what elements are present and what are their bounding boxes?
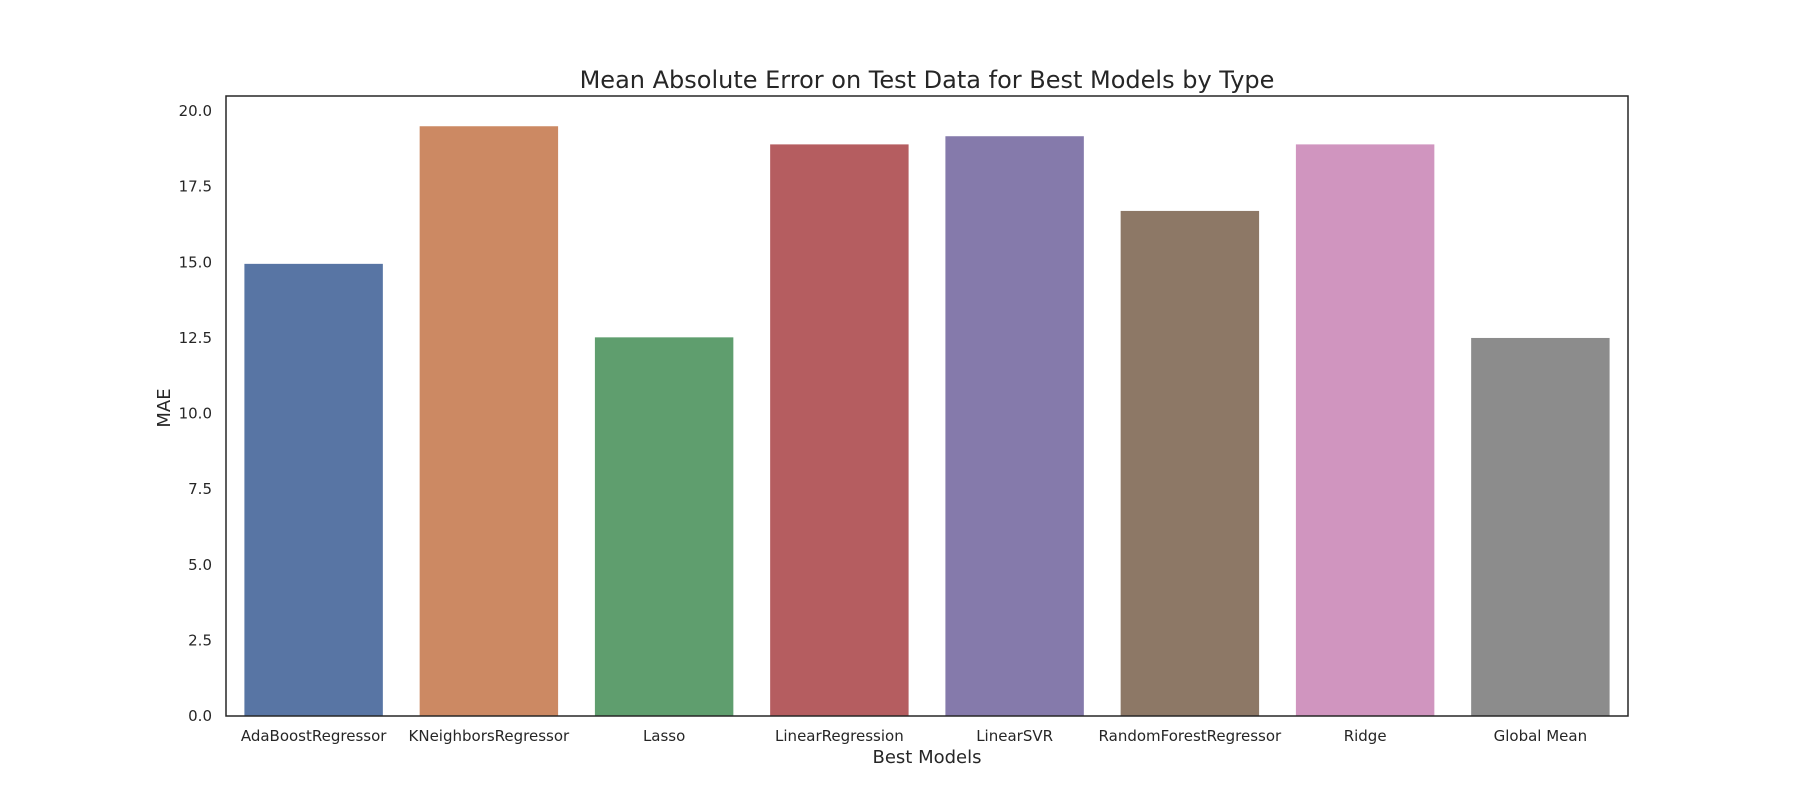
bar-ridge (1295, 144, 1435, 716)
y-tick-label: 20.0 (179, 102, 212, 120)
x-tick-label: KNeighborsRegressor (409, 727, 571, 745)
x-tick-label: Ridge (1344, 727, 1387, 745)
x-tick-label: AdaBoostRegressor (241, 727, 387, 745)
x-tick-label: Lasso (643, 727, 685, 745)
x-tick-label: Global Mean (1494, 727, 1588, 745)
y-axis-ticks: 0.0 2.5 5.0 7.5 10.0 12.5 15.0 17.5 20.0 (179, 102, 212, 725)
bar-adaboostregressor (244, 263, 383, 716)
y-axis-label: MAE (154, 388, 175, 427)
x-tick-label: RandomForestRegressor (1099, 727, 1283, 745)
bar-linearregression (770, 144, 909, 716)
bar-global-mean (1471, 337, 1610, 716)
bar-linearsvr (945, 136, 1084, 717)
y-tick-label: 7.5 (188, 480, 212, 498)
x-tick-label: LinearRegression (775, 727, 904, 745)
y-tick-label: 12.5 (179, 329, 212, 347)
y-tick-label: 2.5 (188, 631, 212, 649)
y-tick-label: 17.5 (179, 178, 212, 196)
y-tick-label: 0.0 (188, 707, 212, 725)
bar-randomforestregressor (1120, 210, 1260, 717)
x-tick-label: LinearSVR (976, 727, 1053, 745)
y-tick-label: 15.0 (179, 253, 212, 271)
x-axis-label: Best Models (872, 747, 981, 768)
chart-title: Mean Absolute Error on Test Data for Bes… (580, 66, 1275, 94)
x-axis-ticks: AdaBoostRegressor KNeighborsRegressor Lass… (241, 727, 1587, 745)
y-tick-label: 10.0 (179, 405, 212, 423)
plot-frame (225, 95, 1629, 717)
y-tick-label: 5.0 (188, 556, 212, 574)
bar-lasso (594, 337, 734, 716)
bar-kneighborsregressor (419, 126, 559, 717)
bars-layer (244, 126, 1610, 717)
